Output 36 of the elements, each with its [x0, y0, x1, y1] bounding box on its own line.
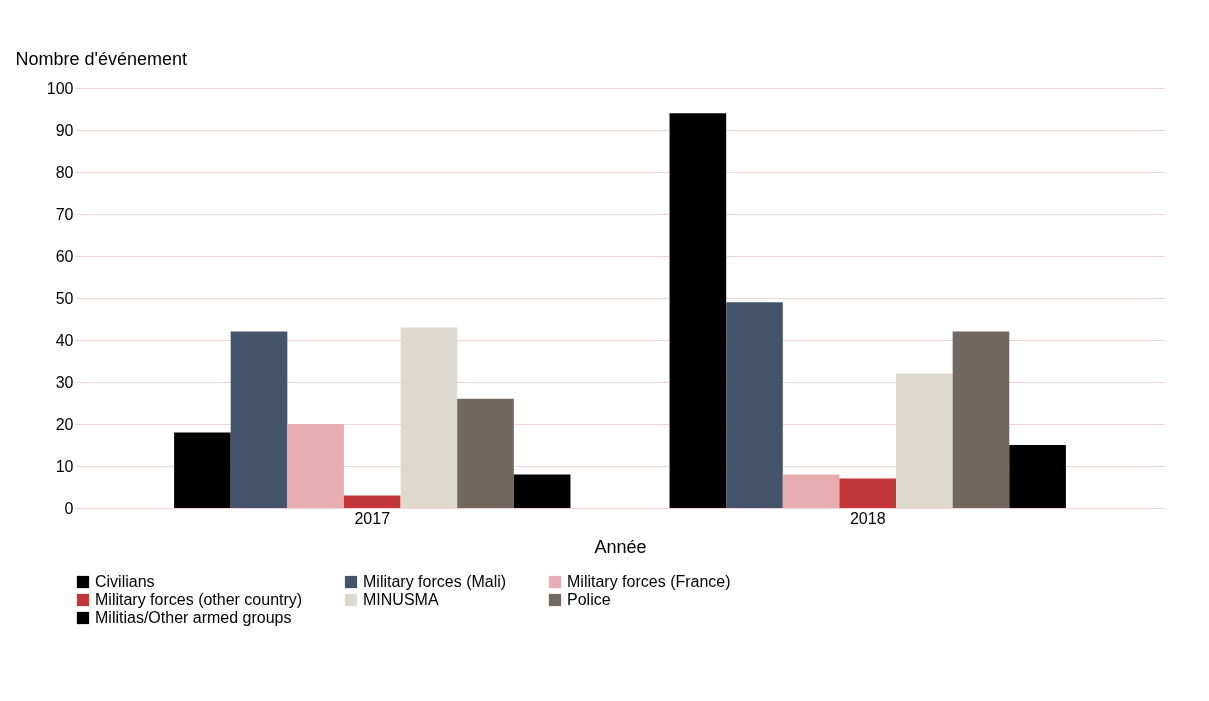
x-tick-label: 2017	[354, 509, 391, 527]
y-tick-label: 70	[55, 205, 74, 223]
legend-label: Civilians	[95, 573, 155, 590]
y-tick-label: 20	[55, 415, 74, 433]
y-tick-label: 80	[55, 163, 74, 181]
bar	[457, 398, 514, 508]
y-tick-label: 50	[55, 289, 74, 307]
legend-label: Military forces (other country)	[95, 591, 303, 608]
y-tick-label: 10	[55, 457, 74, 475]
x-axis-title: Année	[594, 536, 647, 557]
bar	[174, 432, 231, 508]
legend-label: Military forces (Mali)	[363, 573, 507, 590]
y-tick-label: 0	[64, 499, 74, 517]
bar	[400, 327, 458, 508]
legend-label: Police	[567, 591, 611, 608]
bar	[782, 474, 840, 508]
bar	[287, 424, 344, 508]
legend-label: Militias/Other armed groups	[95, 609, 292, 626]
bar	[896, 373, 953, 508]
bar	[669, 113, 727, 508]
legend-label: MINUSMA	[363, 591, 439, 608]
bar	[726, 302, 783, 508]
y-tick-label: 60	[55, 247, 74, 265]
y-axis-title: Nombre d'événement	[15, 48, 188, 69]
x-tick-label: 2018	[849, 509, 886, 527]
bar	[343, 495, 401, 508]
bar	[839, 478, 897, 508]
y-tick-label: 100	[46, 79, 74, 97]
y-tick-label: 90	[55, 121, 74, 139]
bar	[1009, 445, 1066, 508]
bar	[230, 331, 288, 508]
y-tick-label: 30	[55, 373, 74, 391]
bar	[952, 331, 1010, 508]
legend-label: Military forces (France)	[567, 573, 731, 590]
y-tick-label: 40	[55, 331, 74, 349]
bar	[513, 474, 571, 508]
